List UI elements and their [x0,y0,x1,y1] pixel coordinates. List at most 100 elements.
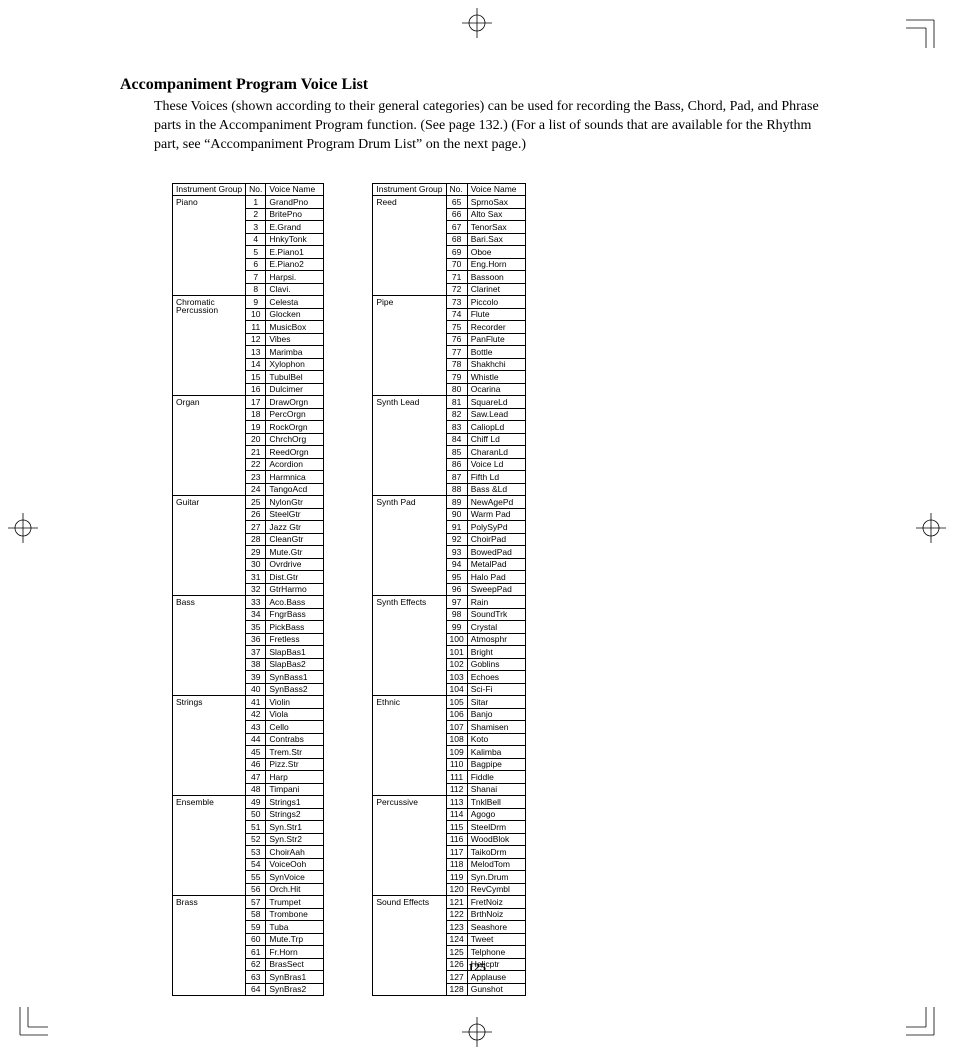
voice-no-cell: 76 [446,333,467,346]
voice-no-cell: 69 [446,246,467,259]
instrument-group-cell: Pipe [373,296,446,396]
voice-no-cell: 74 [446,308,467,321]
voice-no-cell: 56 [246,883,266,896]
voice-no-cell: 25 [246,496,266,509]
voice-name-cell: Gunshot [467,983,525,996]
voice-name-cell: Shanai [467,783,525,796]
voice-tables: Instrument GroupNo.Voice NamePiano1Grand… [172,183,860,997]
voice-name-cell: Orch.Hit [266,883,324,896]
voice-name-cell: Bright [467,646,525,659]
voice-name-cell: TangoAcd [266,483,324,496]
voice-name-cell: Banjo [467,708,525,721]
voice-name-cell: Aco.Bass [266,596,324,609]
voice-no-cell: 70 [446,258,467,271]
voice-no-cell: 32 [246,583,266,596]
voice-no-cell: 55 [246,871,266,884]
voice-name-cell: SprnoSax [467,196,525,209]
instrument-group-cell: Strings [173,696,246,796]
voice-name-cell: Clarinet [467,283,525,296]
voice-no-cell: 40 [246,683,266,696]
voice-name-cell: Halo Pad [467,571,525,584]
voice-name-cell: ChoirAah [266,846,324,859]
voice-no-cell: 66 [446,208,467,221]
voice-name-cell: Viola [266,708,324,721]
voice-name-cell: SynBass1 [266,671,324,684]
voice-no-cell: 93 [446,546,467,559]
voice-name-cell: Bottle [467,346,525,359]
voice-name-cell: Glocken [266,308,324,321]
voice-no-cell: 118 [446,858,467,871]
voice-name-cell: E.Piano2 [266,258,324,271]
voice-name-cell: Ovrdrive [266,558,324,571]
voice-no-cell: 20 [246,433,266,446]
voice-name-cell: Mute.Trp [266,933,324,946]
voice-no-cell: 7 [246,271,266,284]
voice-no-cell: 54 [246,858,266,871]
voice-no-cell: 116 [446,833,467,846]
voice-no-cell: 17 [246,396,266,409]
voice-no-cell: 82 [446,408,467,421]
voice-no-cell: 120 [446,883,467,896]
voice-no-cell: 64 [246,983,266,996]
voice-no-cell: 89 [446,496,467,509]
instrument-group-cell: Sound Effects [373,896,446,996]
table-header-name: Voice Name [266,183,324,196]
voice-no-cell: 104 [446,683,467,696]
voice-no-cell: 115 [446,821,467,834]
voice-name-cell: GrandPno [266,196,324,209]
instrument-group-cell: Chromatic Percussion [173,296,246,396]
voice-no-cell: 57 [246,896,266,909]
voice-name-cell: Koto [467,733,525,746]
instrument-group-cell: Synth Pad [373,496,446,596]
table-row: Pipe73Piccolo [373,296,525,309]
voice-name-cell: GtrHarmo [266,583,324,596]
voice-name-cell: Clavi. [266,283,324,296]
voice-name-cell: E.Grand [266,221,324,234]
voice-name-cell: SquareLd [467,396,525,409]
voice-name-cell: Trombone [266,908,324,921]
table-row: Bass33Aco.Bass [173,596,324,609]
voice-name-cell: Dist.Gtr [266,571,324,584]
voice-no-cell: 21 [246,446,266,459]
voice-name-cell: Strings2 [266,808,324,821]
voice-no-cell: 24 [246,483,266,496]
voice-no-cell: 128 [446,983,467,996]
voice-name-cell: Flute [467,308,525,321]
crop-mark-top-right-icon [906,8,946,48]
voice-no-cell: 68 [446,233,467,246]
voice-name-cell: Sitar [467,696,525,709]
voice-name-cell: Dulcimer [266,383,324,396]
voice-name-cell: Alto Sax [467,208,525,221]
voice-no-cell: 36 [246,633,266,646]
voice-name-cell: Acordion [266,458,324,471]
voice-no-cell: 33 [246,596,266,609]
voice-no-cell: 41 [246,696,266,709]
voice-no-cell: 4 [246,233,266,246]
page: Accompaniment Program Voice List These V… [0,0,954,1055]
voice-no-cell: 105 [446,696,467,709]
voice-name-cell: FngrBass [266,608,324,621]
voice-name-cell: Chiff Ld [467,433,525,446]
voice-no-cell: 12 [246,333,266,346]
voice-name-cell: Tuba [266,921,324,934]
instrument-group-cell: Ensemble [173,796,246,896]
voice-name-cell: PercOrgn [266,408,324,421]
voice-no-cell: 65 [446,196,467,209]
voice-name-cell: Violin [266,696,324,709]
voice-no-cell: 84 [446,433,467,446]
instrument-group-cell: Guitar [173,496,246,596]
voice-no-cell: 99 [446,621,467,634]
table-row: Synth Effects97Rain [373,596,525,609]
voice-no-cell: 71 [446,271,467,284]
crop-mark-left-center-icon [8,513,38,543]
voice-no-cell: 97 [446,596,467,609]
voice-name-cell: Voice Ld [467,458,525,471]
table-row: Reed65SprnoSax [373,196,525,209]
voice-no-cell: 67 [446,221,467,234]
table-row: Synth Lead81SquareLd [373,396,525,409]
voice-name-cell: Warm Pad [467,508,525,521]
voice-name-cell: WoodBlok [467,833,525,846]
page-title: Accompaniment Program Voice List [120,76,860,94]
voice-name-cell: Sci-Fi [467,683,525,696]
voice-no-cell: 23 [246,471,266,484]
